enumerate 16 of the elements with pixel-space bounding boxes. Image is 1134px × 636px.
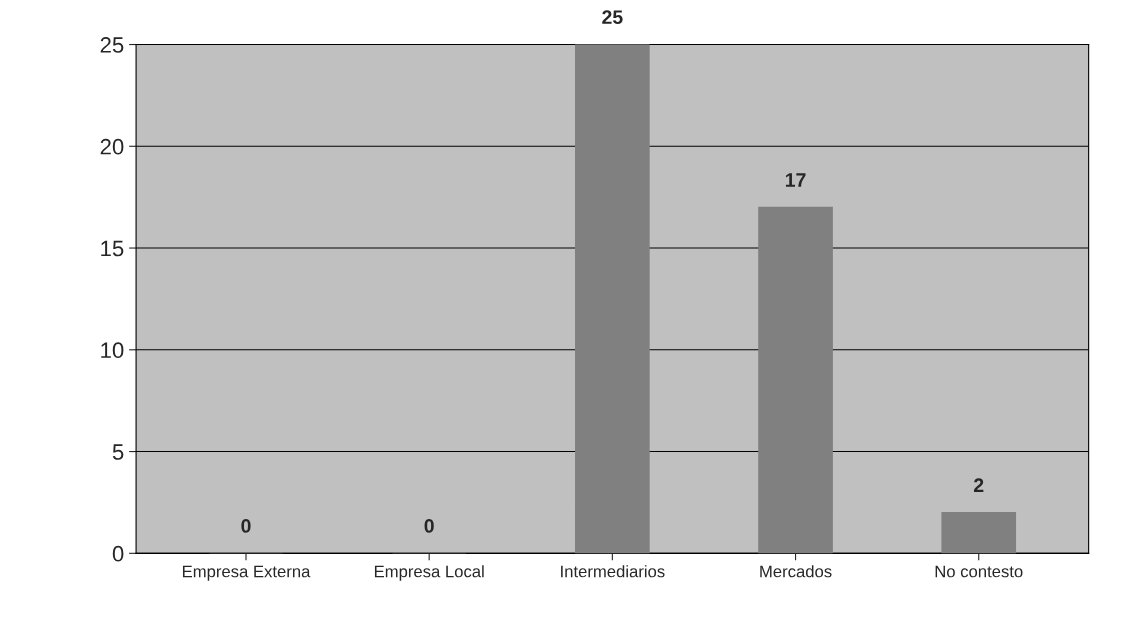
y-tick-label: 5 bbox=[112, 444, 124, 460]
y-tick-label: 0 bbox=[112, 545, 124, 562]
data-label: 0 bbox=[424, 519, 434, 533]
data-label: 25 bbox=[602, 10, 623, 25]
y-tick-label: 10 bbox=[101, 342, 124, 359]
y-tick-label: 25 bbox=[100, 37, 124, 53]
x-tick-label: Empresa Local bbox=[374, 565, 484, 581]
x-tick-label: Empresa Externa bbox=[182, 565, 311, 581]
data-label: 2 bbox=[974, 478, 984, 492]
x-tick-label: Mercados bbox=[760, 565, 832, 578]
y-tick-label: 15 bbox=[101, 240, 124, 257]
y-tick-label: 20 bbox=[100, 138, 124, 155]
data-label: 17 bbox=[785, 173, 806, 187]
data-label: 0 bbox=[241, 519, 251, 533]
x-tick-label: Intermediarios bbox=[561, 565, 665, 578]
x-tick-label: No contesto bbox=[935, 565, 1023, 578]
